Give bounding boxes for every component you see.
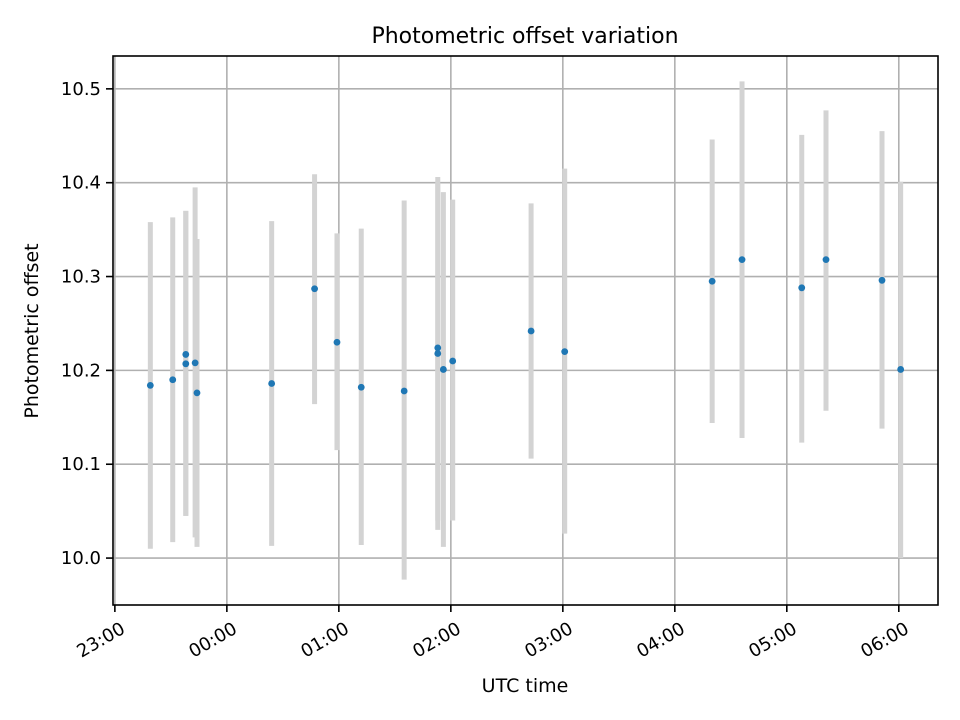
- data-point: [333, 338, 341, 346]
- grid-layer: [113, 56, 938, 605]
- x-tick-label: 01:00: [297, 618, 352, 662]
- data-point: [434, 344, 442, 352]
- data-point: [798, 284, 806, 292]
- y-tick-label: 10.0: [61, 548, 101, 569]
- plot-frame: [112, 55, 939, 606]
- x-tick-label: 23:00: [73, 618, 128, 662]
- x-tick-label: 03:00: [521, 618, 576, 662]
- y-tick-label: 10.5: [61, 79, 101, 100]
- data-point: [449, 357, 457, 365]
- data-point: [878, 276, 886, 284]
- x-tick-label: 02:00: [409, 618, 464, 662]
- data-point: [357, 383, 365, 391]
- data-point-layer: [146, 256, 905, 397]
- data-point: [527, 327, 535, 335]
- data-point: [191, 359, 199, 367]
- x-tick-label: 05:00: [745, 618, 800, 662]
- y-tick-label: 10.4: [61, 173, 101, 194]
- y-tick-label: 10.1: [61, 454, 101, 475]
- data-point: [439, 366, 447, 373]
- data-point: [822, 256, 830, 264]
- x-axis-label: UTC time: [482, 675, 569, 697]
- data-point: [738, 256, 746, 264]
- data-point: [400, 387, 408, 395]
- data-point: [311, 285, 318, 293]
- chart-title: Photometric offset variation: [371, 24, 678, 49]
- data-point: [708, 277, 716, 285]
- y-tick-label: 10.3: [61, 267, 101, 288]
- data-point: [169, 376, 177, 384]
- y-tick-label: 10.2: [61, 360, 101, 381]
- y-axis-label: Photometric offset: [21, 243, 43, 418]
- data-point: [897, 366, 905, 373]
- data-point: [146, 382, 154, 389]
- error-bar-layer: [147, 81, 904, 580]
- x-tick-label: 00:00: [185, 618, 240, 662]
- x-tick-label: 04:00: [633, 618, 688, 662]
- data-point: [182, 360, 190, 368]
- data-point: [268, 380, 276, 387]
- data-point: [434, 350, 442, 357]
- data-point: [182, 351, 190, 358]
- data-point: [561, 348, 569, 356]
- x-tick-label: 06:00: [857, 618, 912, 662]
- data-point: [193, 389, 201, 397]
